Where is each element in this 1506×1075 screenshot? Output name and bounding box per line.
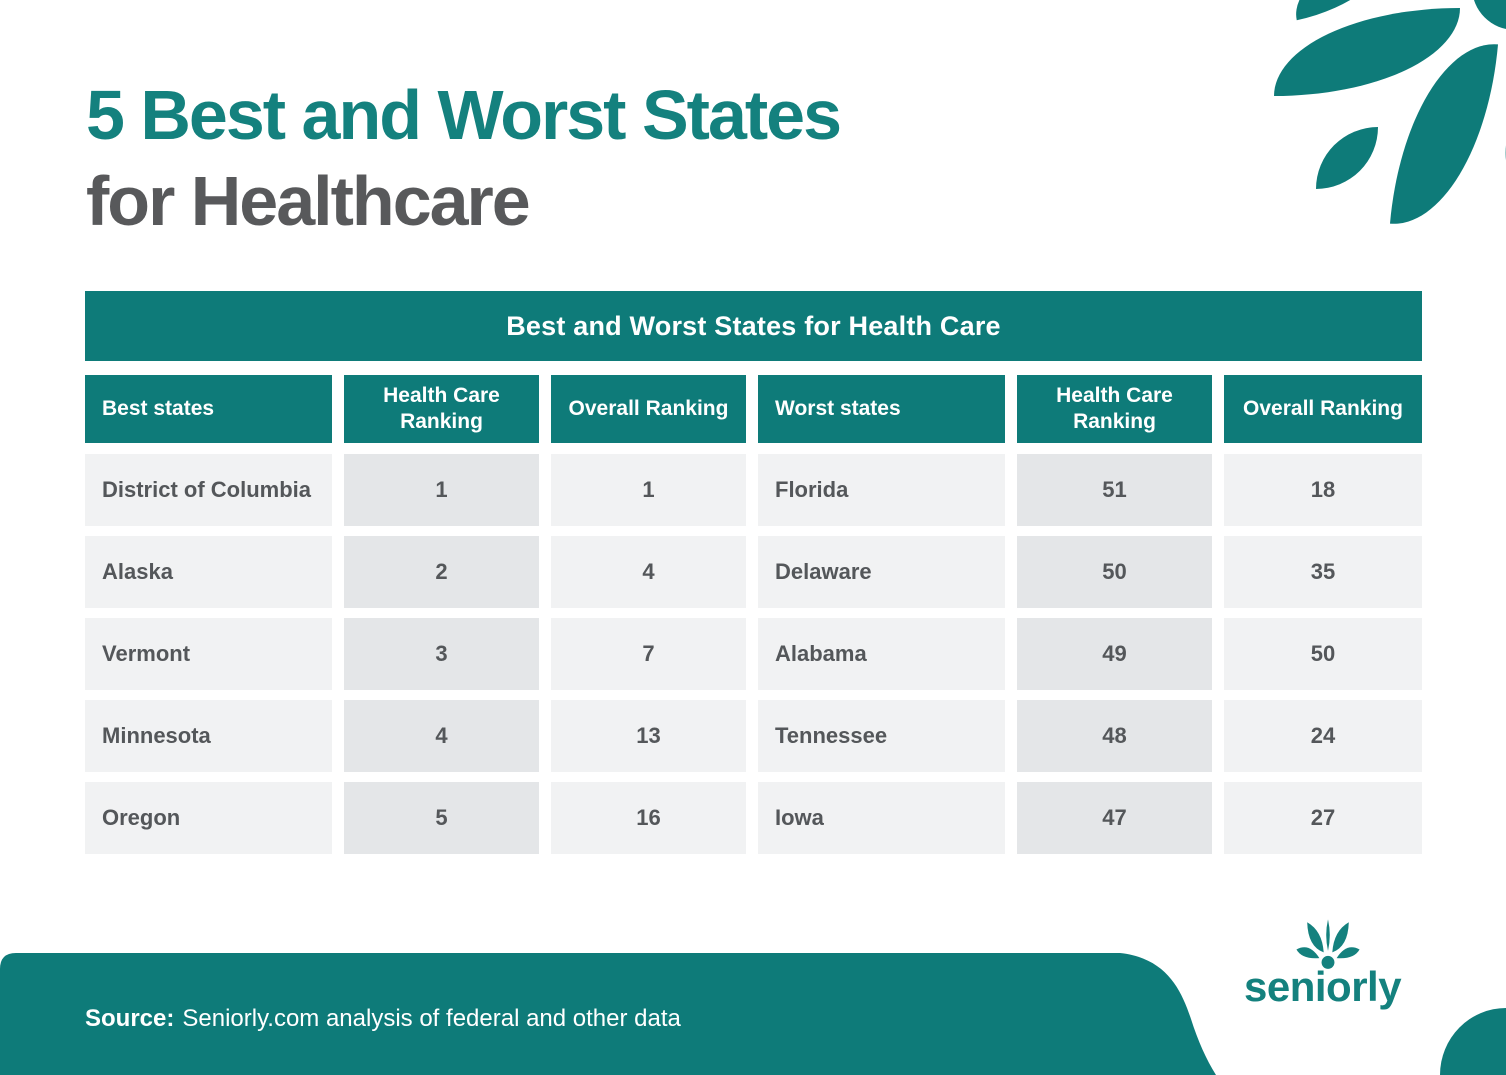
rankings-table: Best and Worst States for Health Care Be… [85, 291, 1422, 854]
col-header-worst-overall: Overall Ranking [1224, 375, 1422, 443]
worst-state-cell: Iowa [758, 782, 1005, 854]
best-state-cell: Vermont [85, 618, 332, 690]
best-overall-rank-cell: 13 [551, 700, 746, 772]
worst-hc-rank-cell: 50 [1017, 536, 1212, 608]
worst-hc-rank-cell: 49 [1017, 618, 1212, 690]
source-label: Source: [85, 1005, 175, 1032]
flower-icon [1296, 919, 1360, 969]
table-body: District of Columbia 1 1 Florida 51 18 A… [85, 454, 1422, 854]
footer-banner [0, 953, 1216, 1075]
best-state-cell: Minnesota [85, 700, 332, 772]
col-header-worst-states: Worst states [758, 375, 1005, 443]
seniorly-logo: seniorly [1240, 903, 1425, 1011]
col-header-worst-hc-ranking: Health Care Ranking [1017, 375, 1212, 443]
best-hc-rank-cell: 5 [344, 782, 539, 854]
source-text: Seniorly.com analysis of federal and oth… [182, 1005, 681, 1032]
best-hc-rank-cell: 1 [344, 454, 539, 526]
best-hc-rank-cell: 3 [344, 618, 539, 690]
leaf-icon [1486, 114, 1506, 196]
leaf-icon [1274, 8, 1460, 96]
leaf-icon [1316, 127, 1378, 189]
worst-overall-rank-cell: 18 [1224, 454, 1422, 526]
corner-decoration [1440, 1008, 1506, 1075]
best-state-cell: District of Columbia [85, 454, 332, 526]
best-overall-rank-cell: 4 [551, 536, 746, 608]
worst-state-cell: Delaware [758, 536, 1005, 608]
worst-hc-rank-cell: 47 [1017, 782, 1212, 854]
worst-overall-rank-cell: 27 [1224, 782, 1422, 854]
best-hc-rank-cell: 2 [344, 536, 539, 608]
worst-overall-rank-cell: 50 [1224, 618, 1422, 690]
seniorly-wordmark: seniorly [1244, 963, 1402, 1010]
best-overall-rank-cell: 1 [551, 454, 746, 526]
leaf-icon [1472, 0, 1506, 30]
worst-hc-rank-cell: 51 [1017, 454, 1212, 526]
col-header-best-states: Best states [85, 375, 332, 443]
page-title-line2: for Healthcare [86, 162, 531, 240]
table-title-banner: Best and Worst States for Health Care [85, 291, 1422, 361]
worst-hc-rank-cell: 48 [1017, 700, 1212, 772]
worst-overall-rank-cell: 35 [1224, 536, 1422, 608]
source-note: Source: Seniorly.com analysis of federal… [85, 1005, 681, 1033]
page-title: 5 Best and Worst States for Healthcare [86, 72, 842, 244]
page-title-line1: 5 Best and Worst States [86, 76, 842, 154]
worst-state-cell: Alabama [758, 618, 1005, 690]
worst-overall-rank-cell: 24 [1224, 700, 1422, 772]
col-header-best-hc-ranking: Health Care Ranking [344, 375, 539, 443]
worst-state-cell: Florida [758, 454, 1005, 526]
table-header-row: Best states Health Care Ranking Overall … [85, 375, 1422, 443]
best-state-cell: Oregon [85, 782, 332, 854]
best-overall-rank-cell: 7 [551, 618, 746, 690]
best-state-cell: Alaska [85, 536, 332, 608]
col-header-best-overall: Overall Ranking [551, 375, 746, 443]
best-overall-rank-cell: 16 [551, 782, 746, 854]
worst-state-cell: Tennessee [758, 700, 1005, 772]
best-hc-rank-cell: 4 [344, 700, 539, 772]
